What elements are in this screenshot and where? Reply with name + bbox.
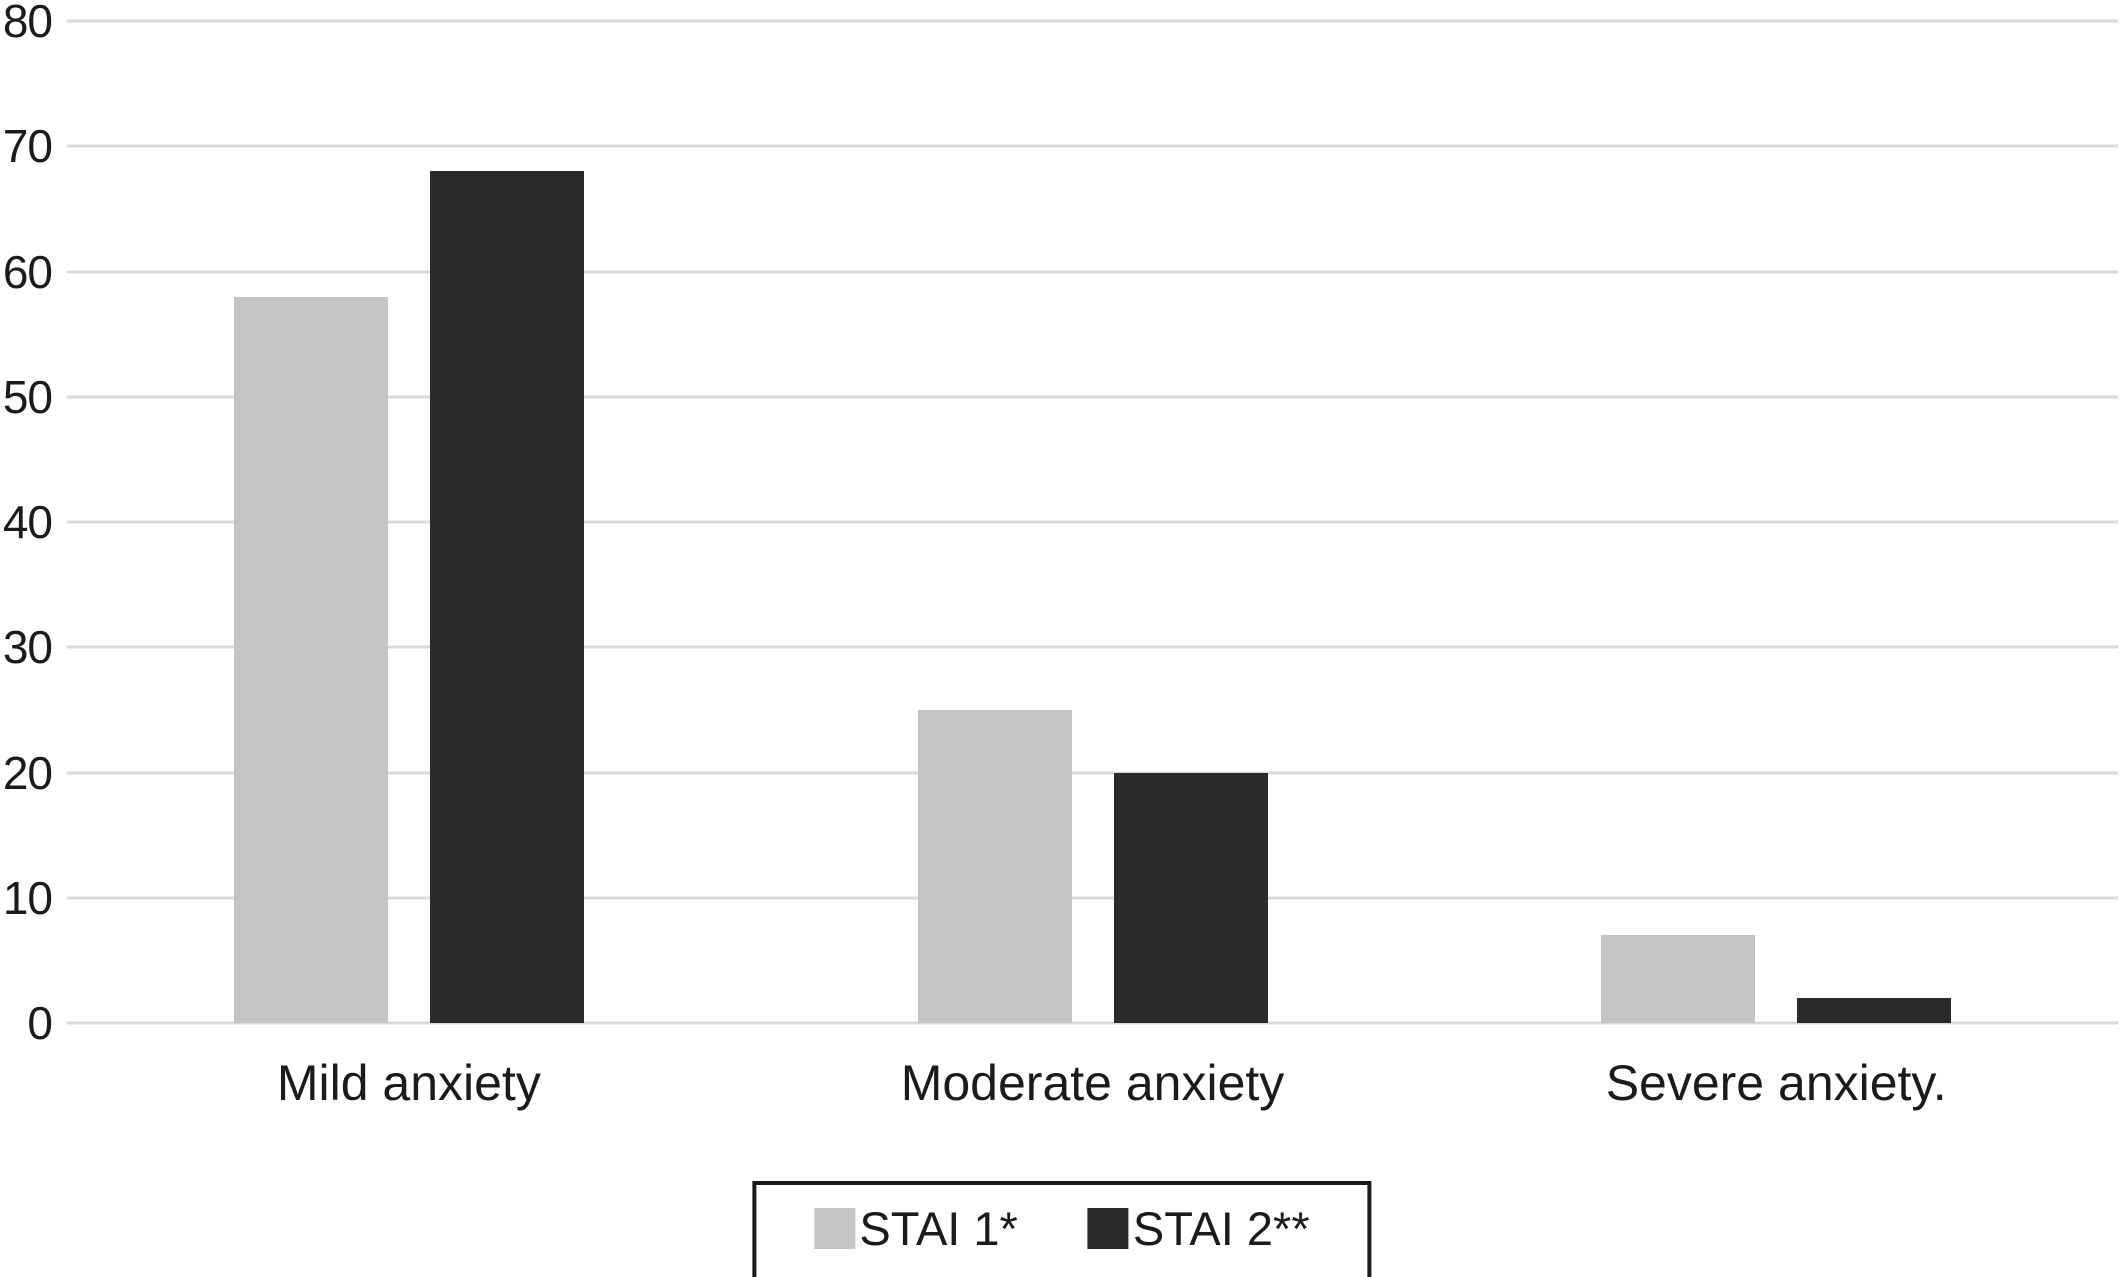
bar-series2-cat3 <box>1797 997 1952 1023</box>
legend-item-1: STAI 1* <box>814 1202 1018 1255</box>
x-category-label-1: Mild anxiety <box>276 1055 541 1111</box>
x-category-label-3: Severe anxiety. <box>1605 1055 1947 1111</box>
y-tick-label-30: 30 <box>2 621 53 674</box>
gridline-70 <box>67 144 2118 148</box>
bar-group-0 <box>233 21 584 1023</box>
bar-series2-cat2 <box>1113 772 1268 1023</box>
y-tick-label-20: 20 <box>2 746 53 799</box>
y-tick-label-10: 10 <box>2 871 53 924</box>
y-tick-label-50: 50 <box>2 370 53 423</box>
legend-label-1: STAI 1* <box>859 1202 1018 1255</box>
y-tick-label-40: 40 <box>2 496 53 548</box>
gridline-50 <box>67 395 2118 399</box>
y-tick-label-0: 0 <box>27 997 53 1049</box>
y-axis: 0 10 20 30 40 50 60 70 80 <box>0 0 53 1046</box>
gridline-60 <box>67 270 2118 273</box>
bar-series1-cat2 <box>917 709 1072 1023</box>
gridline-40 <box>67 520 2118 524</box>
x-category-label-2: Moderate anxiety <box>900 1055 1285 1111</box>
y-tick-label-80: 80 <box>2 0 53 47</box>
legend-label-2: STAI 2** <box>1132 1202 1310 1255</box>
legend-swatch-icon <box>1087 1208 1129 1249</box>
bar-group-1 <box>917 21 1268 1023</box>
gridline-80 <box>67 19 2118 23</box>
legend-swatch-icon <box>814 1208 856 1249</box>
bar-series2-cat1 <box>429 171 584 1023</box>
y-tick-label-60: 60 <box>2 245 53 298</box>
plot-area <box>67 19 2118 1025</box>
gridline-0 <box>67 1021 2118 1025</box>
gridline-10 <box>67 896 2118 900</box>
y-tick-label-70: 70 <box>2 120 53 173</box>
gridline-30 <box>67 645 2118 649</box>
legend-item-2: STAI 2** <box>1087 1202 1310 1255</box>
legend: STAI 1* STAI 2** <box>752 1181 1372 1277</box>
gridline-20 <box>67 771 2118 774</box>
x-axis-labels: Mild anxiety Moderate anxiety Severe anxie… <box>67 1058 2118 1118</box>
bar-series1-cat1 <box>233 296 388 1023</box>
bar-series1-cat3 <box>1601 935 1756 1023</box>
bar-group-2 <box>1601 21 1952 1023</box>
